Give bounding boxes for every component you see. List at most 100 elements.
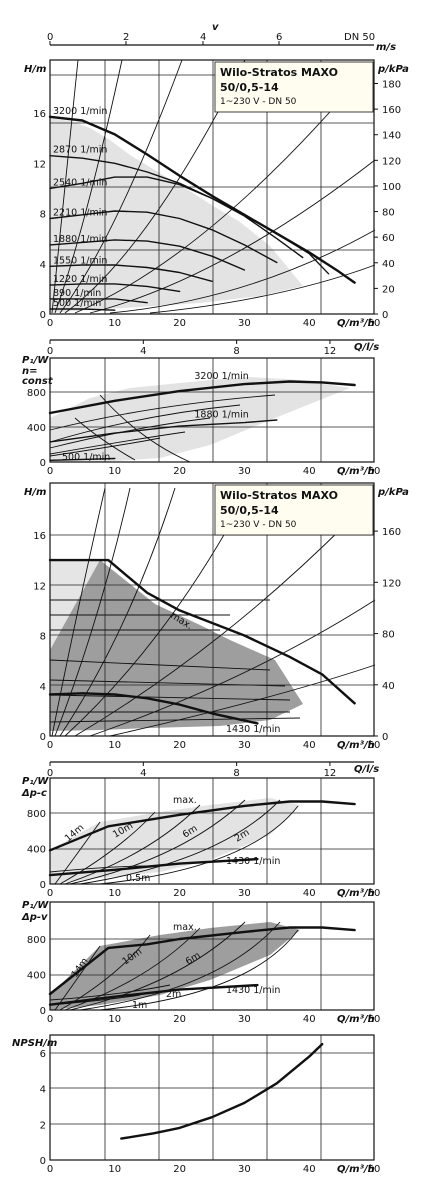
c5-1430-label: 1430 1/min xyxy=(226,985,280,996)
xtick-1-5: 50 xyxy=(368,318,381,329)
series-line-1-5 xyxy=(49,264,213,282)
series-label-1-5: 1550 1/min xyxy=(53,255,107,266)
c4-0.5m-label: 0.5m xyxy=(126,873,150,884)
xtick-5-3: 30 xyxy=(238,1014,251,1025)
c3-series xyxy=(48,558,356,725)
y2tick-1-9: 180 xyxy=(382,79,401,90)
y2tick-3-3: 120 xyxy=(382,578,401,589)
xtick-3-5: 50 xyxy=(368,740,381,751)
y2tick-1-4: 80 xyxy=(382,208,395,219)
x2tick-3-0: 0 xyxy=(47,768,53,779)
ytick-1-3: 12 xyxy=(33,159,46,170)
xtick-6-4: 40 xyxy=(303,1164,316,1175)
chart-p1-q-dp-v: max. 14m 10m 6m 2m 1m 1430 1/min P₁/W Δp… xyxy=(21,900,380,1025)
chart-p1-q-n-const: 3200 1/min 1880 1/min 500 1/min P₁/W n= co… xyxy=(22,355,380,477)
xtick-5-2: 20 xyxy=(173,1014,186,1025)
c2-ylabel-1: P₁/W xyxy=(22,355,49,366)
operating-area-1 xyxy=(50,118,303,313)
velocity-unit: m/s xyxy=(376,42,396,53)
y2tick-1-7: 140 xyxy=(382,131,401,142)
ytick-2-1: 400 xyxy=(27,423,46,434)
xtick-6-5: 50 xyxy=(368,1164,381,1175)
series-label-2-1: 1880 1/min xyxy=(194,410,248,421)
series-line-4-0 xyxy=(48,800,356,852)
series-line-2-2 xyxy=(49,457,116,461)
y2tick-1-3: 60 xyxy=(382,233,395,244)
y2tick-3-2: 80 xyxy=(382,630,395,641)
c1-ylabel: H/m xyxy=(24,64,46,75)
xtick-3-3: 30 xyxy=(238,740,251,751)
flow-ls-axis-2: 0 4 8 12 Q/l/s xyxy=(47,761,379,779)
xtick-6-3: 30 xyxy=(238,1164,251,1175)
ytick-3-4: 16 xyxy=(33,531,46,542)
ytick-3-1: 4 xyxy=(40,682,46,693)
velocity-tick-0: 0 xyxy=(47,32,53,43)
series-line-1-6 xyxy=(49,283,181,293)
series-label-1-4: 1880 1/min xyxy=(53,234,107,245)
c1-series: 3200 1/min 2870 1/min 2540 1/min 2210 1/min… xyxy=(48,106,356,311)
y2tick-1-5: 100 xyxy=(382,182,401,193)
c3-title-2: 50/0,5-14 xyxy=(220,504,279,517)
ytick-5-0: 0 xyxy=(40,1006,46,1017)
ytick-4-2: 800 xyxy=(27,809,46,820)
ytick-3-0: 0 xyxy=(40,732,46,743)
velocity-tick-6: 6 xyxy=(276,32,282,43)
c4-series xyxy=(48,800,356,877)
series-line-5-0 xyxy=(48,926,356,996)
x2tick-3-1: 4 xyxy=(140,768,146,779)
ytick-6-1: 2 xyxy=(40,1120,46,1131)
series-line-4-1 xyxy=(48,857,259,877)
c4-1430-label: 1430 1/min xyxy=(226,856,280,867)
c5-xlabel: Q/m³/h xyxy=(337,1014,375,1025)
series-label-1-7: 890 1/min xyxy=(53,288,101,299)
series-label-1-6: 1220 1/min xyxy=(53,274,107,285)
ytick-3-3: 12 xyxy=(33,581,46,592)
c4-max-label: max. xyxy=(173,795,197,806)
y2tick-1-1: 20 xyxy=(382,284,395,295)
c3-xlabel: Q/m³/h xyxy=(337,740,375,751)
xtick-3-2: 20 xyxy=(173,740,186,751)
xtick-2-5: 50 xyxy=(368,466,381,477)
series-line-1-2 xyxy=(49,176,304,259)
series-line-2-1 xyxy=(49,419,278,443)
series-label-2-2: 500 1/min xyxy=(62,452,110,463)
xtick-2-2: 20 xyxy=(173,466,186,477)
x2tick-1-0: 0 xyxy=(47,346,53,357)
series-label-1-2: 2540 1/min xyxy=(53,177,107,188)
c1-x2label: Q/l/s xyxy=(354,342,379,353)
control-area-3-dark xyxy=(50,560,303,731)
ytick-2-0: 0 xyxy=(40,458,46,469)
ytick-5-2: 800 xyxy=(27,935,46,946)
c2-series: 3200 1/min 1880 1/min 500 1/min xyxy=(48,371,356,463)
c4-ylabel-1: P₁/W xyxy=(22,776,49,787)
series-label-2-0: 3200 1/min xyxy=(194,371,248,382)
series-label-1-8: 500 1/min xyxy=(53,298,101,309)
velocity-axis-label: v xyxy=(212,22,219,33)
series-line-1-0 xyxy=(48,115,356,284)
c3-ylabel: H/m xyxy=(24,487,46,498)
c2-ylabel-3: const xyxy=(22,376,54,387)
series-line-1-4 xyxy=(49,239,246,271)
xtick-4-3: 30 xyxy=(238,888,251,899)
ytick-6-2: 4 xyxy=(40,1085,46,1096)
xtick-4-4: 40 xyxy=(303,888,316,899)
series-line-1-7 xyxy=(49,298,148,304)
series-label-1-0: 3200 1/min xyxy=(53,106,107,117)
xtick-1-0: 0 xyxy=(47,318,53,329)
xtick-1-2: 20 xyxy=(173,318,186,329)
series-label-1-3: 2210 1/min xyxy=(53,208,107,219)
ytick-1-2: 8 xyxy=(40,210,46,221)
power-area-5 xyxy=(50,922,300,1010)
c5-ylabel-1: P₁/W xyxy=(22,900,49,911)
series-line-2-0 xyxy=(48,380,356,415)
chart-p1-q-dp-c: max. 14m 10m 6m 2m 0.5m 1430 1/min P₁/W … xyxy=(21,776,380,899)
series-line-3-1 xyxy=(48,692,259,725)
xtick-2-4: 40 xyxy=(303,466,316,477)
y2tick-3-1: 40 xyxy=(382,681,395,692)
ytick-2-2: 800 xyxy=(27,388,46,399)
c3-subtitle: 1~230 V - DN 50 xyxy=(220,520,297,530)
flow-ls-axis-1: 0 4 8 12 Q/l/s xyxy=(47,339,379,357)
chart-h-q-n-const: 3200 1/min 2870 1/min 2540 1/min 2210 1/min… xyxy=(24,59,409,329)
y2tick-1-6: 120 xyxy=(382,156,401,167)
